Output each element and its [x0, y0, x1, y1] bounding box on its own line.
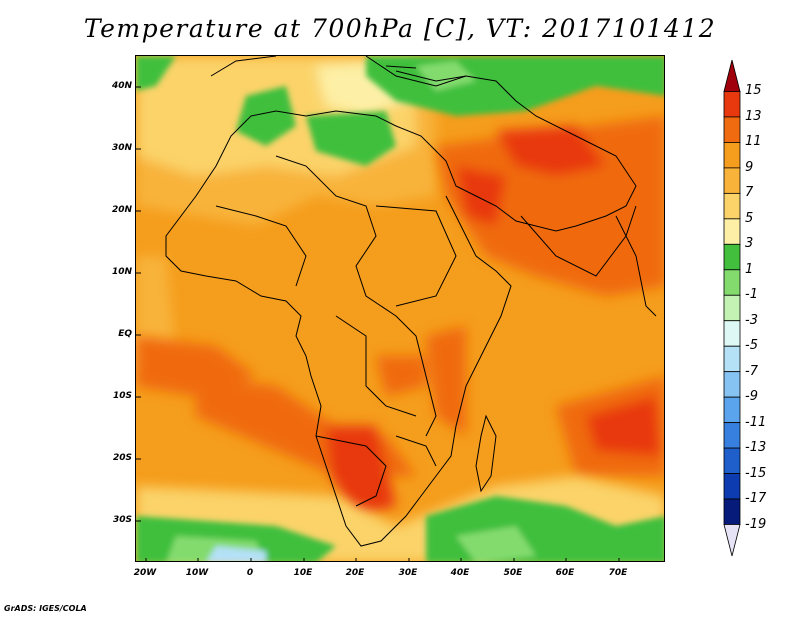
colorbar-swatch: [723, 396, 741, 424]
grads-credit: GrADS: IGES/COLA: [4, 604, 87, 613]
field-east-africa: [376, 326, 466, 436]
lat-label-10s: 10S: [112, 391, 132, 401]
field-arabia-hot: [436, 116, 664, 296]
field-indian-ocean: [556, 376, 664, 476]
colorbar-label: -17: [745, 491, 767, 507]
colorbar-swatch: [723, 167, 741, 194]
lon-label-20e: 20E: [345, 568, 365, 578]
colorbar-swatch: [723, 116, 741, 143]
colorbar-label: -1: [745, 287, 758, 303]
colorbar: [723, 59, 741, 557]
frame-ticks: [136, 86, 620, 561]
colorbar-swatch: [723, 473, 741, 500]
field-south-atlantic: [136, 336, 416, 516]
lon-label-10w: 10W: [185, 568, 209, 578]
colorbar-swatch: [723, 192, 741, 220]
lat-label-eq: EQ: [118, 329, 132, 339]
colorbar-swatch: [723, 142, 741, 169]
map-title: Temperature at 700hPa [C], VT: 201710141…: [83, 14, 717, 43]
colorbar-label: -15: [745, 465, 767, 481]
colorbar-label: -11: [745, 414, 767, 430]
lon-label-60e: 60E: [555, 568, 575, 578]
colorbar-swatch: [723, 91, 741, 118]
lon-label-20w: 20W: [133, 568, 157, 578]
lat-label-20s: 20S: [112, 453, 132, 463]
colorbar-label: -13: [745, 440, 767, 456]
colorbar-label: -5: [745, 338, 758, 354]
colorbar-label: -9: [745, 389, 758, 405]
map-svg: [136, 56, 664, 561]
colorbar-swatch: [723, 345, 741, 373]
colorbar-label: 9: [745, 159, 754, 175]
colorbar-swatch: [723, 218, 741, 245]
coastlines: [165, 56, 657, 547]
colorbar-label: 15: [745, 83, 762, 99]
colorbar-label: -19: [745, 516, 767, 532]
lon-label-40e: 40E: [450, 568, 470, 578]
lat-label-40n: 40N: [111, 81, 132, 91]
colorbar-swatch: [723, 498, 741, 525]
colorbar-swatch: [723, 371, 741, 398]
colorbar-label: 3: [745, 236, 754, 252]
lon-label-30e: 30E: [398, 568, 418, 578]
colorbar-label: -3: [745, 312, 758, 328]
lon-label-0: 0: [246, 568, 254, 578]
colorbar-label: 5: [745, 210, 754, 226]
lat-label-20n: 20N: [111, 205, 132, 215]
colorbar-label: 11: [745, 134, 762, 150]
lon-label-70e: 70E: [608, 568, 628, 578]
colorbar-label: 13: [745, 108, 762, 124]
colorbar-swatch: [723, 294, 741, 322]
colorbar-swatch: [723, 320, 741, 347]
lon-label-10e: 10E: [293, 568, 313, 578]
field-south-green: [136, 496, 664, 561]
lon-label-50e: 50E: [503, 568, 523, 578]
colorbar-swatch: [723, 269, 741, 296]
field-north-green: [136, 56, 664, 166]
colorbar-swatch: [723, 447, 741, 474]
colorbar-swatch: [723, 524, 741, 557]
colorbar-label: 1: [745, 261, 754, 277]
lat-label-30n: 30N: [111, 143, 132, 153]
colorbar-swatch: [723, 59, 741, 92]
lat-label-30s: 30S: [112, 515, 132, 525]
colorbar-label: 7: [745, 185, 754, 201]
colorbar-swatch: [723, 243, 741, 271]
temperature-map: [135, 55, 665, 562]
colorbar-label: -7: [745, 363, 758, 379]
colorbar-swatch: [723, 422, 741, 449]
lat-label-10n: 10N: [111, 267, 132, 277]
